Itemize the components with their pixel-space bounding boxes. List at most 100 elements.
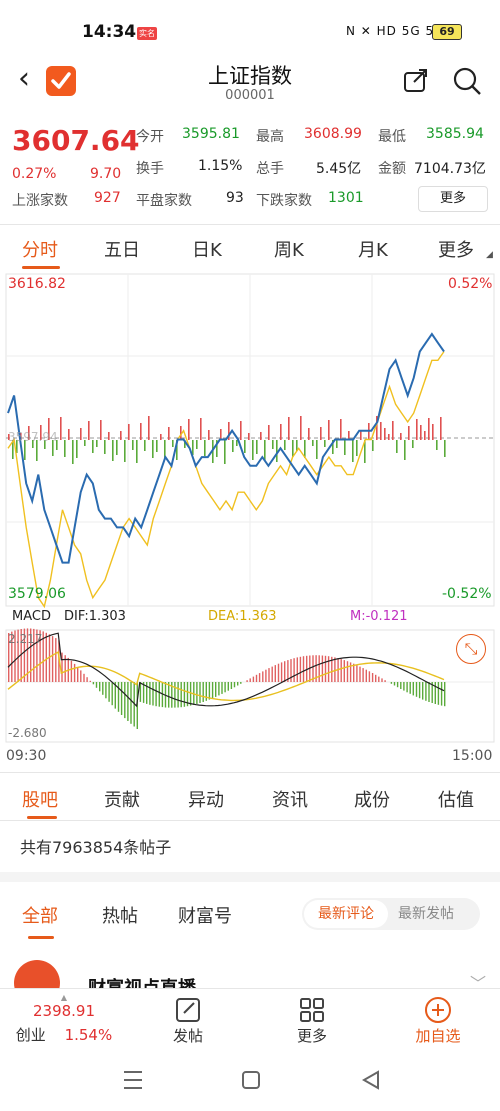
volume-bar <box>36 440 38 461</box>
tab-daily-k[interactable]: 日K <box>192 240 222 261</box>
macd-bar <box>327 656 330 682</box>
index-ticker[interactable]: ▲ 2398.91 创业 1.54% <box>6 993 122 1045</box>
volume-bar <box>344 440 346 455</box>
intraday-chart[interactable]: 3616.82 0.52% 3597.94 3579.06 -0.52% MAC… <box>0 272 500 772</box>
macd-bar <box>375 674 377 682</box>
macd-dif-line <box>7 632 445 708</box>
tab-news[interactable]: 资讯 <box>272 790 308 811</box>
volume-bar <box>440 417 442 440</box>
macd-label[interactable]: MACD <box>12 609 51 624</box>
macd-bar <box>252 676 255 682</box>
expand-icon[interactable]: ⤡ <box>456 634 486 664</box>
more-button[interactable]: 更多 <box>274 995 350 1046</box>
sort-latest-comment[interactable]: 最新评论 <box>304 900 388 928</box>
menu-icon[interactable] <box>124 1071 142 1089</box>
more-label: 更多 <box>296 1027 327 1045</box>
macd-bar <box>17 629 19 682</box>
status-icons: N ✕ HD 5G 5G <box>346 24 445 38</box>
macd-bar <box>393 682 396 686</box>
tab-hot[interactable]: 热帖 <box>102 906 138 927</box>
back-button[interactable]: ‹ <box>18 61 30 96</box>
macd-bar <box>108 682 110 702</box>
tab-contribution[interactable]: 贡献 <box>104 790 140 811</box>
volume-bar <box>416 419 418 440</box>
macd-bar <box>368 671 371 682</box>
tab-guba[interactable]: 股吧 <box>22 790 58 811</box>
share-icon[interactable] <box>402 66 430 98</box>
volume-bar <box>296 440 298 451</box>
feed-item-title[interactable]: 财富视点直播 <box>88 974 196 988</box>
tab-more[interactable]: 更多 <box>438 240 474 261</box>
tab-five-day[interactable]: 五日 <box>104 240 140 261</box>
macd-bar <box>246 680 248 682</box>
tab-components[interactable]: 成份 <box>354 790 390 811</box>
avatar[interactable] <box>14 960 60 988</box>
more-quote-button[interactable]: 更多 <box>418 186 488 212</box>
tab-movement[interactable]: 异动 <box>188 790 224 811</box>
macd-bar <box>48 634 51 682</box>
post-button[interactable]: 发帖 <box>150 995 226 1046</box>
tab-weekly-k[interactable]: 周K <box>274 240 304 261</box>
macd-bars <box>8 628 446 729</box>
volume-bar <box>312 440 314 446</box>
volume-bar <box>160 434 162 440</box>
grid-icon <box>300 998 324 1022</box>
macd-bar <box>221 682 223 694</box>
high-value: 3608.99 <box>304 126 362 142</box>
volume-bar <box>396 440 398 453</box>
add-watchlist-button[interactable]: 加自选 <box>396 995 480 1046</box>
volume-bar <box>120 431 122 440</box>
search-icon[interactable] <box>452 66 482 100</box>
volume-bar <box>56 440 58 450</box>
macd-bar <box>55 638 57 682</box>
macd-high-label: 2.217 <box>8 632 43 646</box>
macd-bar <box>365 669 367 682</box>
chevron-down-icon[interactable]: ﹀ <box>470 974 487 988</box>
m-label: M:-0.121 <box>350 609 408 624</box>
tab-all[interactable]: 全部 <box>22 906 58 927</box>
index-value: 2398.91 <box>32 1002 96 1020</box>
volume-bar <box>388 434 390 440</box>
macd-bar <box>149 682 151 705</box>
home-icon[interactable] <box>242 1071 260 1089</box>
low-value: 3585.94 <box>426 126 484 142</box>
tab-fortune[interactable]: 财富号 <box>178 906 232 927</box>
back-nav-icon[interactable] <box>361 1070 379 1090</box>
dif-label: DIF:1.303 <box>64 609 126 624</box>
volume-bar <box>348 431 350 440</box>
index-name: 创业 <box>15 1026 46 1044</box>
change-pct: 0.27% <box>12 166 57 182</box>
volume-bar <box>116 440 118 455</box>
volume-bar <box>128 424 130 440</box>
volume-bar <box>288 417 290 440</box>
macd-bar <box>321 655 324 682</box>
sort-latest-post[interactable]: 最新发帖 <box>398 906 454 922</box>
macd-bar <box>343 660 345 682</box>
volume-bar <box>52 440 54 456</box>
price-high-label: 3616.82 <box>8 276 66 292</box>
volume-bar <box>224 440 226 464</box>
pct-low-label: -0.52% <box>442 586 492 602</box>
volume-bar <box>28 426 30 440</box>
macd-bar <box>189 682 192 706</box>
section-gap <box>0 872 500 882</box>
macd-bar <box>14 630 16 682</box>
volume-bar <box>44 440 46 449</box>
volume-bar <box>436 440 438 450</box>
flat-label: 平盘家数 <box>136 193 192 209</box>
tab-monthly-k[interactable]: 月K <box>358 240 388 261</box>
volume-bar <box>32 440 34 448</box>
turnover-value: 1.15% <box>198 158 243 174</box>
macd-bar <box>428 682 430 702</box>
macd-bar <box>51 636 54 682</box>
macd-bar <box>268 668 270 682</box>
macd-bar <box>168 682 170 708</box>
tab-valuation[interactable]: 估值 <box>438 790 474 811</box>
macd-bar <box>237 682 239 686</box>
volume-bar <box>324 440 326 447</box>
macd-bar <box>30 628 32 682</box>
tab-intraday[interactable]: 分时 <box>22 240 58 261</box>
volume-bar <box>412 440 414 448</box>
volume-bar <box>248 433 250 440</box>
macd-bar <box>302 656 305 682</box>
